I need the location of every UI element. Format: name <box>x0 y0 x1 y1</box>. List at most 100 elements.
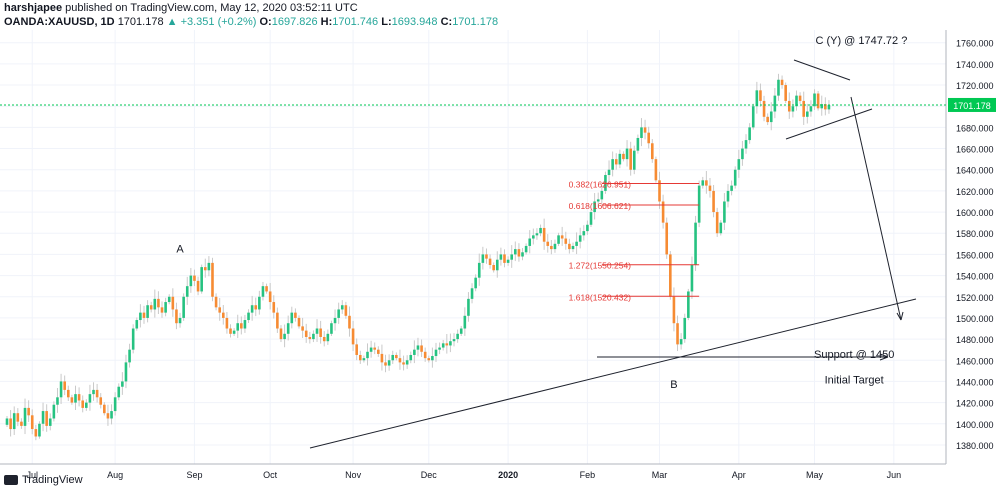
x-tick-label: Dec <box>421 470 438 480</box>
author-name[interactable]: harshjapee <box>4 2 63 14</box>
candle-body <box>240 323 243 329</box>
y-tick-label: 1460.000 <box>956 356 994 366</box>
candle-body <box>70 397 74 403</box>
candle-body <box>124 362 128 382</box>
open-value: 1697.826 <box>271 16 318 28</box>
candle-body <box>777 79 780 96</box>
target-arrowhead <box>879 353 889 361</box>
candle-body <box>261 286 265 297</box>
candle-body <box>827 105 831 110</box>
candle-body <box>474 277 477 289</box>
candle-body <box>117 386 121 398</box>
wave-label: C (Y) @ 1747.72 ? <box>815 35 907 47</box>
candle-body <box>236 323 240 331</box>
candle-body <box>481 254 485 263</box>
candle-body <box>755 90 759 107</box>
candle-body <box>420 345 423 352</box>
time-axis[interactable]: Jul Aug Sep Oct Nov Dec 2020 Feb Mar Apr May Jun <box>26 470 901 480</box>
candle-body <box>485 254 488 259</box>
candle-body <box>452 339 456 342</box>
candle-body <box>391 354 395 361</box>
candle-body <box>542 227 546 242</box>
candle-body <box>153 298 157 310</box>
candle-body <box>207 262 211 271</box>
triangle-upper-line <box>793 59 851 81</box>
y-tick-label: 1640.000 <box>956 166 994 176</box>
candle-body <box>63 381 66 390</box>
candle-body <box>243 320 247 329</box>
candles <box>5 73 831 441</box>
candle-body <box>521 252 524 257</box>
candle-body <box>492 264 495 271</box>
candle-body <box>499 254 503 260</box>
y-tick-label: 1520.000 <box>956 293 994 303</box>
candle-body <box>27 407 30 416</box>
candle-body <box>222 312 225 318</box>
candle-body <box>816 93 820 109</box>
candle-body <box>66 389 70 398</box>
candle-body <box>514 249 517 255</box>
candle-body <box>171 296 175 310</box>
candle-body <box>304 330 308 337</box>
candle-body <box>445 343 449 346</box>
candle-body <box>708 185 712 191</box>
symbol-line: OANDA:XAUUSD, 1D 1701.178 ▲ +3.351 (+0.2… <box>4 16 498 28</box>
candle-body <box>809 106 813 112</box>
candle-body <box>312 333 315 340</box>
chart-labels: A B C (Y) @ 1747.72 ? Support @ 1450 Initial… <box>176 35 907 391</box>
candle-body <box>560 235 564 239</box>
candle-body <box>596 199 600 202</box>
candle-body <box>449 341 452 346</box>
candle-body <box>348 315 351 329</box>
candle-body <box>56 397 59 405</box>
candle-body <box>715 212 719 234</box>
annotation-label: Initial Target <box>825 375 884 387</box>
candle-body <box>413 349 416 355</box>
candle-body <box>510 254 513 260</box>
tradingview-logo[interactable]: TradingView <box>4 474 83 486</box>
candle-body <box>85 402 88 408</box>
fib-level-label: 0.382(1626.951) <box>569 180 632 190</box>
candle-body <box>121 381 124 387</box>
candle-body <box>431 356 434 361</box>
candle-body <box>550 245 553 250</box>
candle-body <box>110 411 113 419</box>
candle-body <box>737 159 741 170</box>
candle-body <box>380 353 384 363</box>
symbol-name[interactable]: OANDA:XAUUSD, 1D <box>4 16 115 28</box>
candle-body <box>470 288 474 299</box>
last-price-tag: 1701.178 <box>948 97 996 112</box>
candle-body <box>59 381 63 398</box>
candle-body <box>564 238 568 244</box>
candle-body <box>344 305 348 316</box>
candle-body <box>672 296 676 324</box>
candle-body <box>308 336 312 340</box>
candle-body <box>23 407 27 426</box>
candle-body <box>398 358 402 363</box>
candle-body <box>733 169 737 186</box>
candle-body <box>185 286 189 297</box>
candle-body <box>405 360 409 365</box>
candle-body <box>229 328 232 334</box>
candle-body <box>643 127 647 133</box>
drawings[interactable]: 0.382(1626.951) 0.618(1606.621) 1.272(1550… <box>0 59 946 449</box>
candle-body <box>578 235 582 242</box>
x-tick-label: 2020 <box>498 470 518 480</box>
candle-body <box>532 235 535 239</box>
candle-body <box>459 328 463 334</box>
candle-body <box>683 317 687 340</box>
candle-body <box>214 296 218 308</box>
y-tick-label: 1380.000 <box>956 441 994 451</box>
candle-body <box>705 180 708 186</box>
candle-body <box>225 317 229 329</box>
candle-body <box>106 413 110 419</box>
close-label: C: <box>440 16 453 28</box>
candle-body <box>553 243 557 250</box>
x-tick-label: Jun <box>887 470 902 480</box>
candle-body <box>434 349 438 357</box>
candle-body <box>723 201 726 223</box>
candle-body <box>438 347 441 350</box>
grid <box>0 30 946 464</box>
y-tick-label: 1560.000 <box>956 250 994 260</box>
